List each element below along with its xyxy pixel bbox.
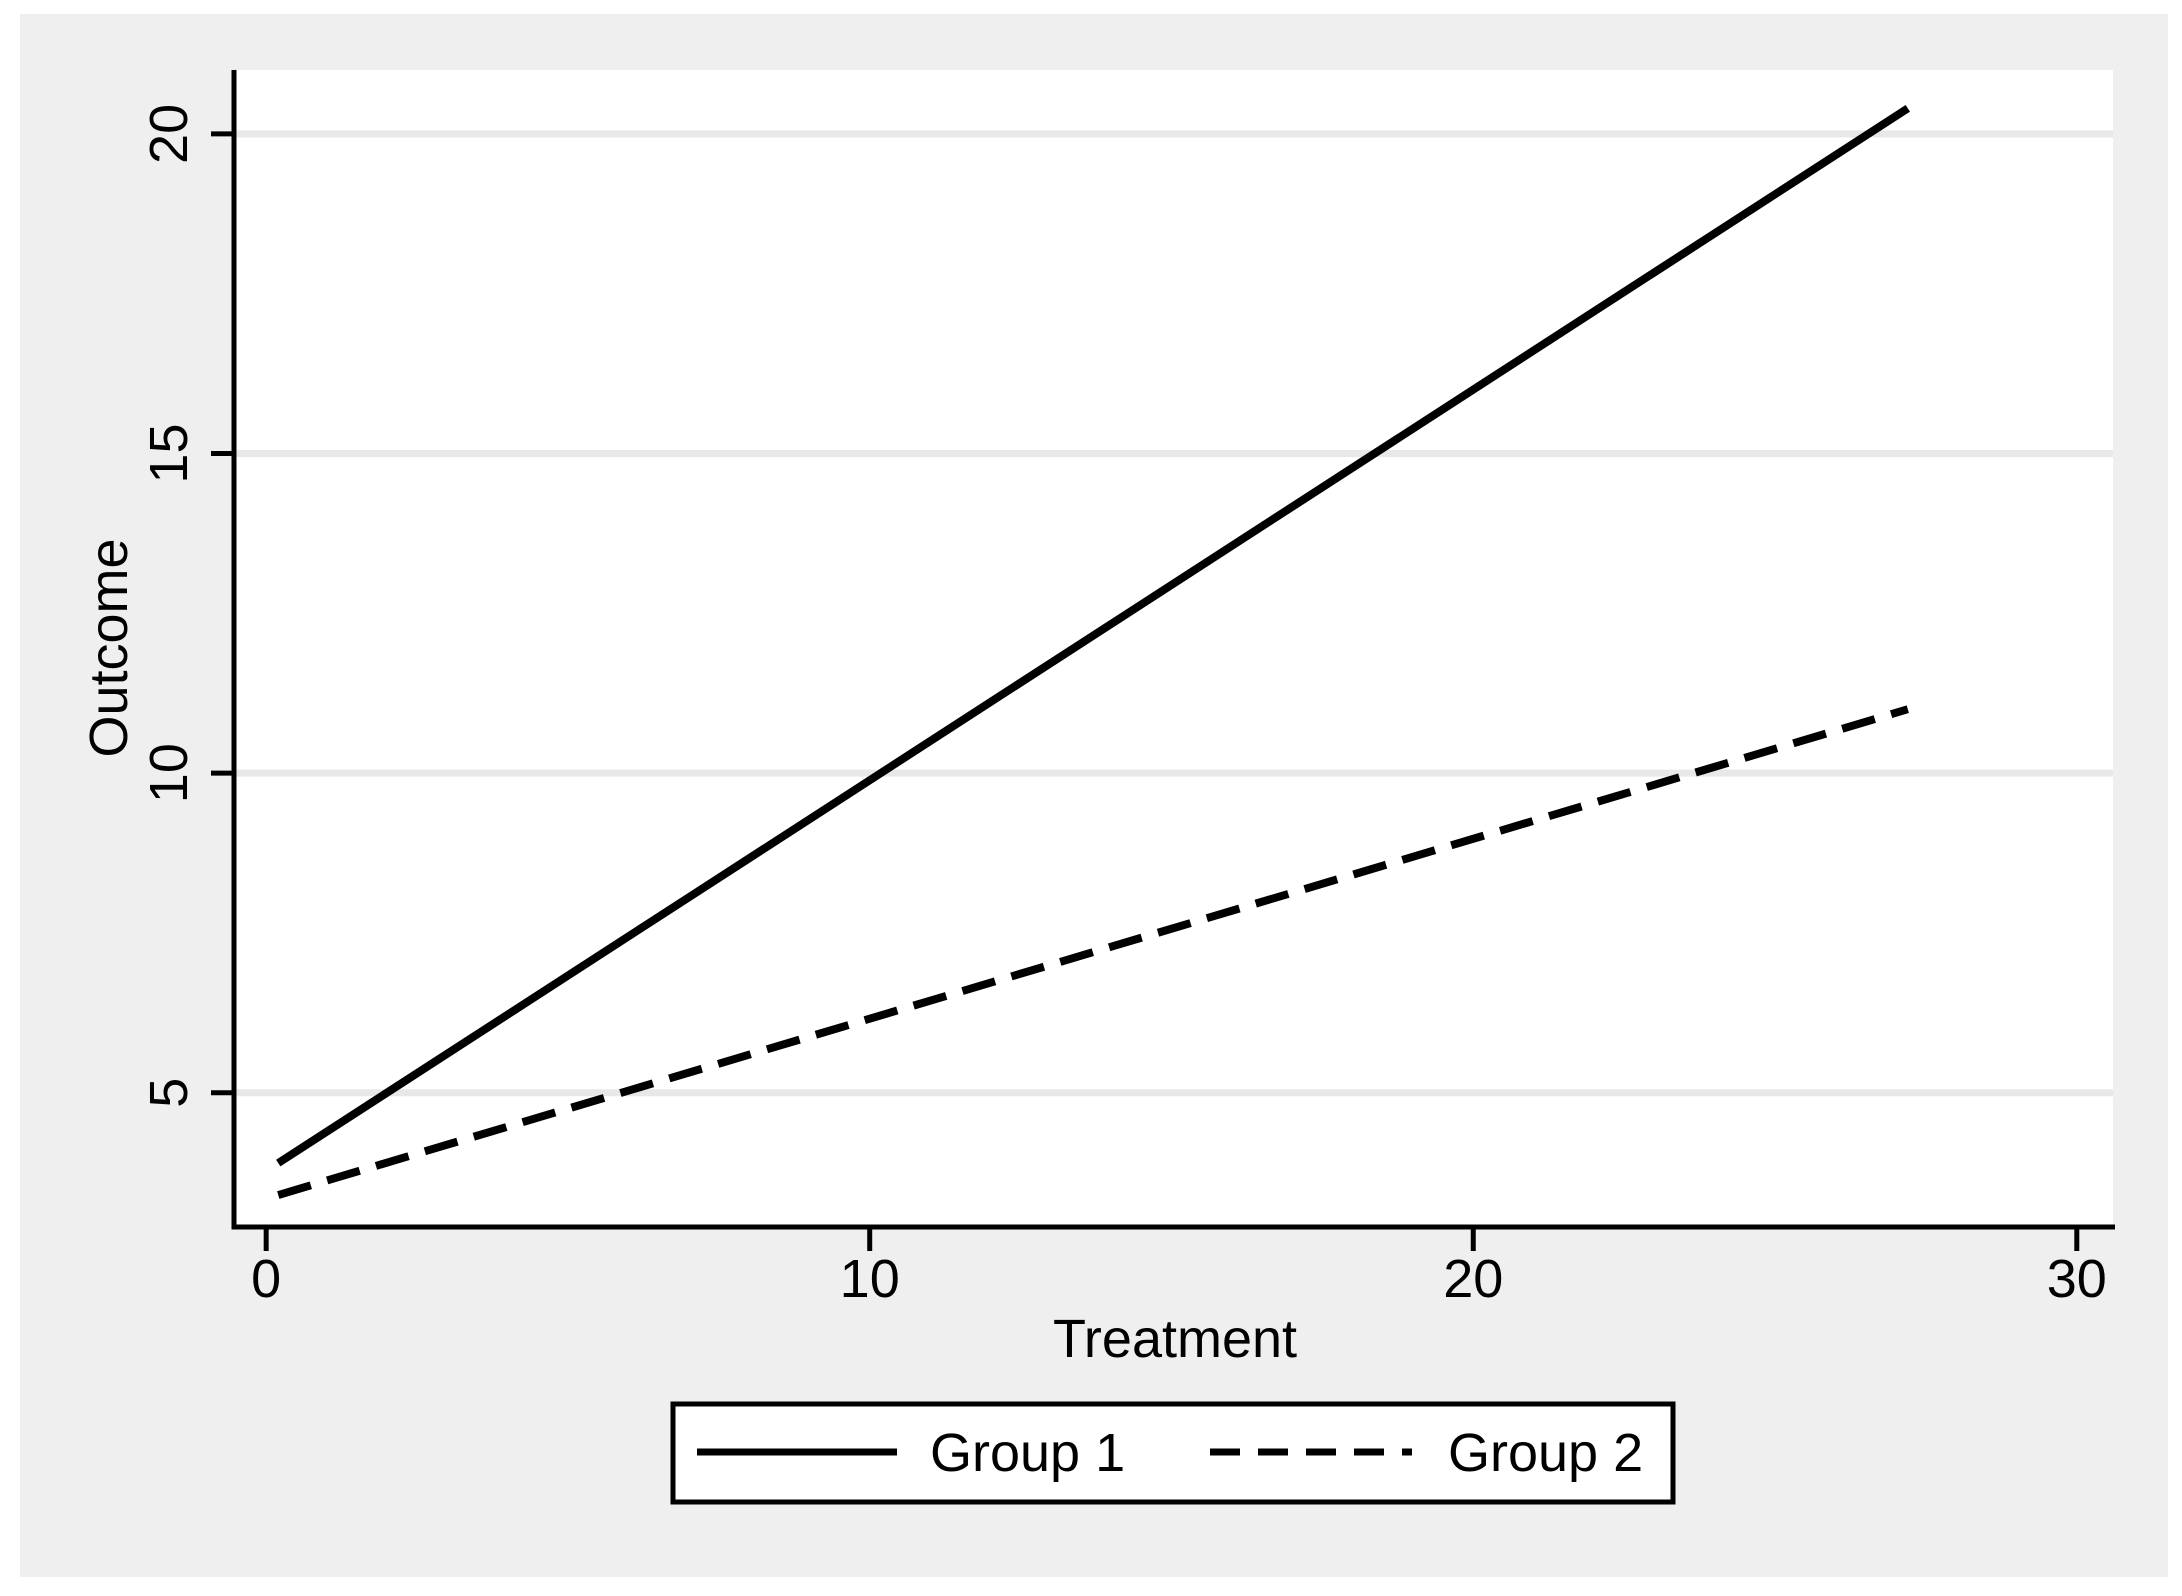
legend: Group 1 Group 2 (670, 1401, 1676, 1505)
y-tick-label-5: 5 (139, 1078, 199, 1108)
y-tick-label-20: 20 (139, 104, 199, 164)
x-tick-label-30: 30 (2047, 1249, 2107, 1309)
x-tick-label-20: 20 (1443, 1249, 1503, 1309)
plot-area (236, 70, 2113, 1227)
x-axis-title: Treatment (1053, 1309, 1297, 1369)
x-tick-label-0: 0 (251, 1249, 281, 1309)
x-tick-label-10: 10 (840, 1249, 900, 1309)
legend-label-group1: Group 1 (930, 1423, 1125, 1483)
y-ticks: 5 10 15 20 (139, 104, 234, 1108)
series-lines (276, 104, 1910, 1199)
gridlines (236, 130, 2113, 1097)
series-line-group-1 (276, 104, 1910, 1167)
series-line-group-2 (277, 705, 1909, 1199)
x-ticks: 0 10 20 30 (251, 1227, 2107, 1309)
legend-label-group2: Group 2 (1448, 1423, 1643, 1483)
y-tick-label-15: 15 (139, 423, 199, 483)
y-tick-label-10: 10 (139, 743, 199, 803)
y-axis-title: Outcome (79, 538, 139, 757)
